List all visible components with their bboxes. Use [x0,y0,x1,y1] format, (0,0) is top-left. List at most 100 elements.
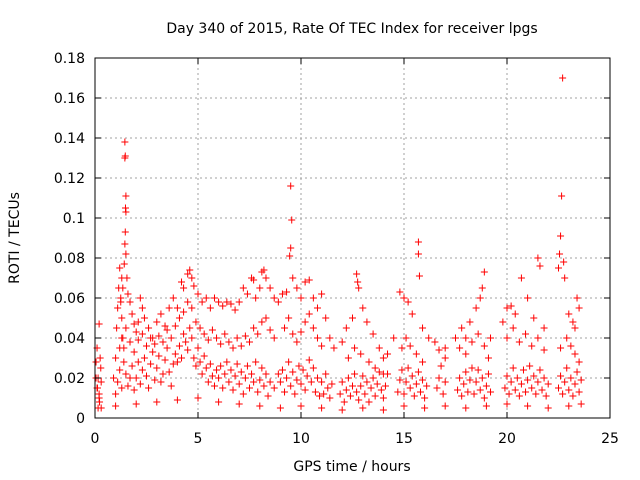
data-point [351,344,359,352]
data-point [351,370,359,378]
data-point [235,380,243,388]
data-point [381,382,389,390]
data-point [400,390,408,398]
data-point [287,244,295,252]
data-point [565,402,573,410]
data-point [293,284,301,292]
y-tick-label: 0.08 [54,251,85,267]
data-point [575,304,583,312]
data-point [503,400,511,408]
data-point [379,354,387,362]
data-point [509,324,517,332]
data-point [120,260,128,268]
data-point [421,394,429,402]
data-point [390,334,398,342]
data-point [540,374,548,382]
data-point [394,388,402,396]
data-point [157,378,165,386]
data-point [367,384,375,392]
data-point [116,264,124,272]
data-point [285,358,293,366]
data-point [145,384,153,392]
data-point [316,392,324,400]
data-point [476,294,484,302]
data-point [295,362,303,370]
data-point [569,392,577,400]
data-point [262,274,270,282]
data-point [338,378,346,386]
y-tick-label: 0.16 [54,91,85,107]
data-point [344,374,352,382]
data-point [342,386,350,394]
data-point [237,368,245,376]
data-point [239,284,247,292]
data-point [184,298,192,306]
data-point [276,378,284,386]
data-point [419,324,427,332]
data-point [439,390,447,398]
data-point [416,388,424,396]
data-point [414,250,422,258]
data-point [522,388,530,396]
data-point [116,344,124,352]
y-tick-label: 0 [76,411,85,427]
data-point [573,368,581,376]
data-point [188,334,196,342]
x-tick-label: 25 [601,431,619,447]
data-point [291,390,299,398]
data-point [501,384,509,392]
data-point [379,406,387,414]
data-point [355,284,363,292]
data-point [462,334,470,342]
data-point [155,332,163,340]
data-point [544,380,552,388]
data-point [441,402,449,410]
data-point [558,192,566,200]
data-point [415,272,423,280]
data-point [262,370,270,378]
data-point [198,298,206,306]
data-point [161,356,169,364]
data-point [112,354,120,362]
data-point [371,392,379,400]
data-point [112,390,120,398]
data-point [299,366,307,374]
data-point [266,284,274,292]
data-point [503,304,511,312]
data-point [458,392,466,400]
data-point [258,364,266,372]
data-point [281,324,289,332]
data-point [571,324,579,332]
data-point [180,330,188,338]
data-point [305,356,313,364]
data-point [221,330,229,338]
data-point [231,372,239,380]
data-point [363,378,371,386]
data-point [217,340,225,348]
data-point [406,384,414,392]
data-point [519,366,527,374]
data-point [134,336,142,344]
data-point [239,390,247,398]
data-point [210,382,218,390]
data-point [126,298,134,306]
data-point [163,344,171,352]
data-point [563,364,571,372]
data-point [487,388,495,396]
data-point [159,338,167,346]
data-point [126,338,134,346]
data-point [474,330,482,338]
data-point [369,374,377,382]
data-point [534,334,542,342]
data-point [509,364,517,372]
data-point [283,374,291,382]
data-point [462,350,470,358]
y-tick-label: 0.12 [54,171,85,187]
data-point [289,368,297,376]
data-point [340,398,348,406]
data-point [188,304,196,312]
data-point [215,298,223,306]
data-point [130,386,138,394]
data-point [466,318,474,326]
